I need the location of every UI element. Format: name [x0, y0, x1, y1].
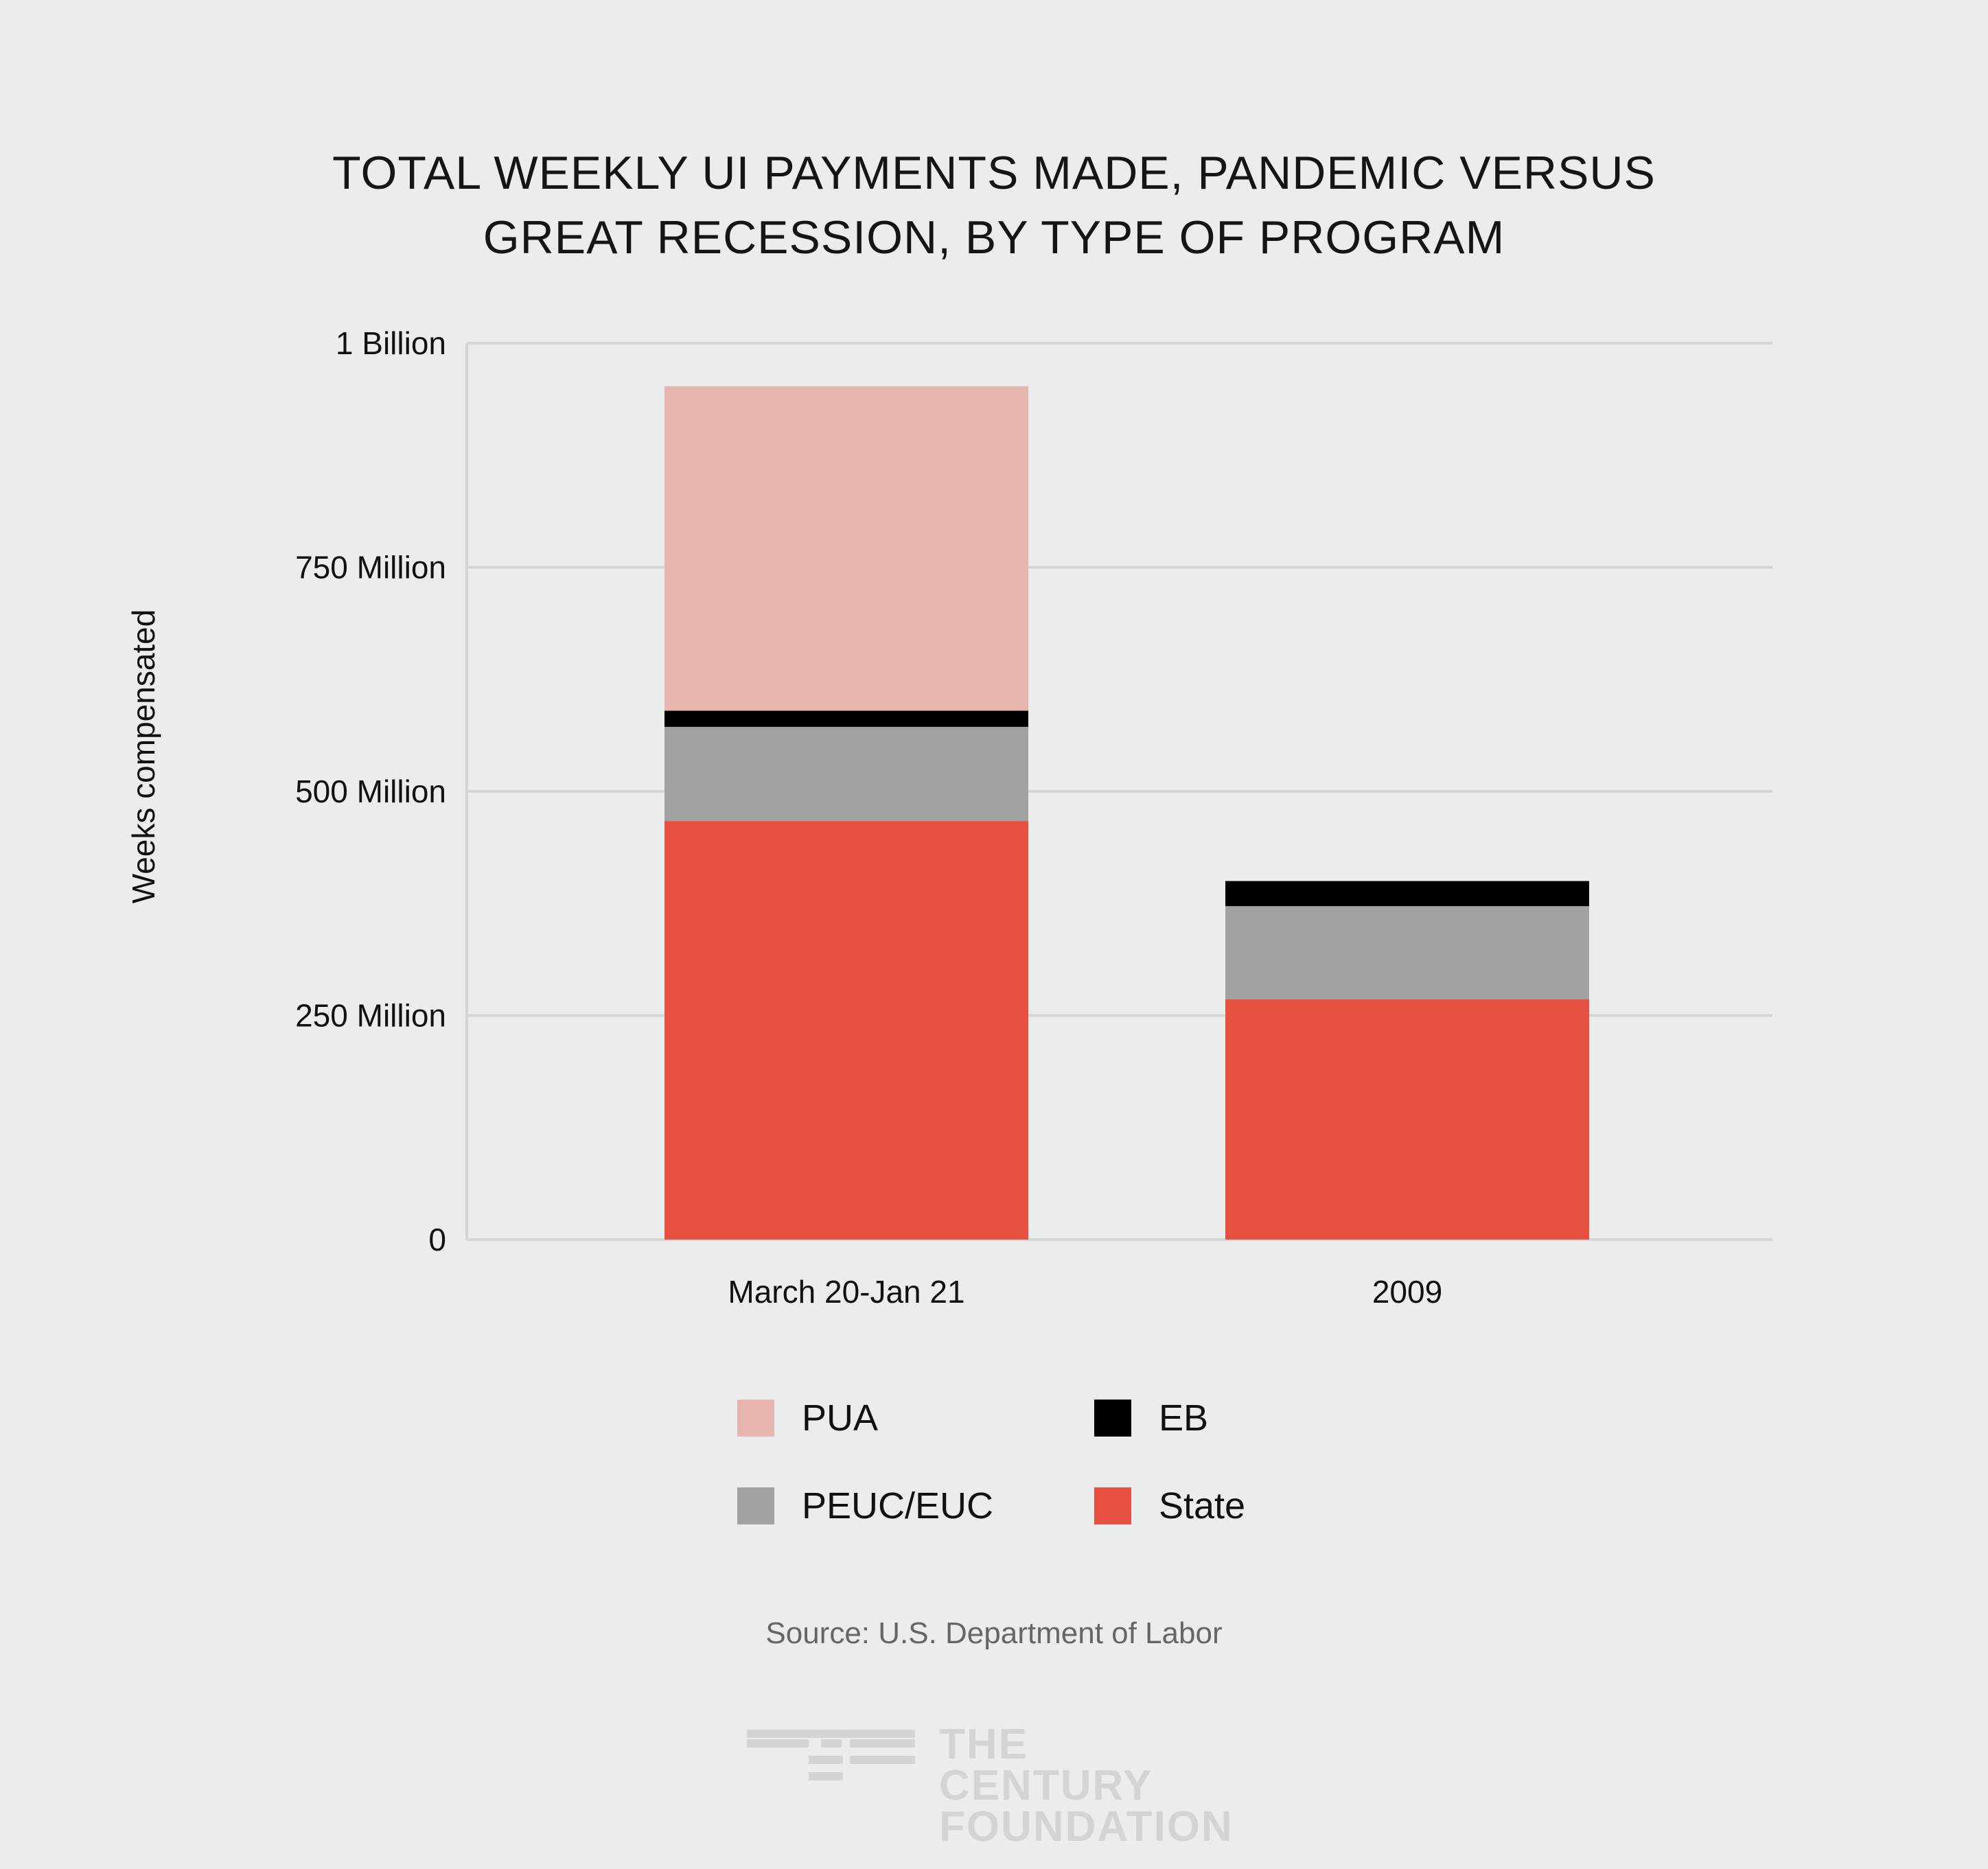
legend-swatch-peuc-euc [737, 1487, 774, 1524]
legend-label-state: State [1159, 1485, 1246, 1526]
bar-segment-state [664, 821, 1028, 1240]
bar-segment-pua [664, 386, 1028, 711]
x-axis-category-labels: March 20-Jan 21 2009 [728, 1274, 1442, 1310]
legend-label-pua: PUA [802, 1397, 879, 1439]
y-tick-label: 750 Million [295, 550, 446, 585]
legend: PUA EB PEUC/EUC State [737, 1397, 1355, 1555]
legend-swatch-pua [737, 1400, 774, 1437]
y-tick-label: 0 [428, 1222, 446, 1257]
legend-item-eb: EB [1094, 1397, 1208, 1439]
bar-stacks [664, 386, 1589, 1240]
legend-item-pua: PUA [737, 1397, 878, 1439]
y-axis-tick-labels: 0 250 Million 500 Million 750 Million 1 Bill… [295, 325, 446, 1257]
x-category-label: 2009 [1372, 1274, 1442, 1310]
legend-label-eb: EB [1159, 1397, 1209, 1439]
legend-label-peuc-euc: PEUC/EUC [802, 1485, 994, 1526]
logo-text-line-2: FOUNDATION [939, 1803, 1234, 1850]
bar-segment-eb [664, 710, 1028, 727]
bar-segment-eb [1225, 881, 1589, 907]
bar-segment-state [1225, 999, 1589, 1240]
bar-stack [1225, 881, 1589, 1240]
bar-stack [664, 386, 1028, 1240]
y-tick-label: 250 Million [295, 998, 446, 1034]
century-foundation-logo: THE CENTURY FOUNDATION [747, 1723, 1255, 1848]
chart-title: TOTAL WEEKLY UI PAYMENTS MADE, PANDEMIC … [0, 141, 1988, 270]
logo-mark-icon [747, 1730, 915, 1780]
y-tick-label: 500 Million [295, 774, 446, 809]
bar-segment-peuc-euc [664, 726, 1028, 822]
chart-title-line-1: TOTAL WEEKLY UI PAYMENTS MADE, PANDEMIC … [332, 147, 1656, 199]
bar-segment-peuc-euc [1225, 906, 1589, 999]
source-note: Source: U.S. Department of Labor [765, 1616, 1223, 1650]
y-tick-label: 1 Billion [336, 325, 446, 361]
y-axis-title: Weeks compensated [126, 610, 161, 904]
logo-wordmark: THE CENTURY FOUNDATION [939, 1721, 1255, 1850]
legend-item-peuc-euc: PEUC/EUC [737, 1485, 993, 1527]
legend-swatch-eb [1094, 1400, 1131, 1437]
legend-swatch-state [1094, 1487, 1131, 1524]
logo-text-line-1: THE CENTURY [939, 1721, 1153, 1809]
legend-item-state: State [1094, 1485, 1245, 1527]
x-category-label: March 20-Jan 21 [728, 1274, 964, 1310]
chart-title-line-2: GREAT RECESSION, BY TYPE OF PROGRAM [483, 211, 1505, 264]
stacked-bar-chart: 0 250 Million 500 Million 750 Million 1 Bill… [126, 325, 1772, 1310]
